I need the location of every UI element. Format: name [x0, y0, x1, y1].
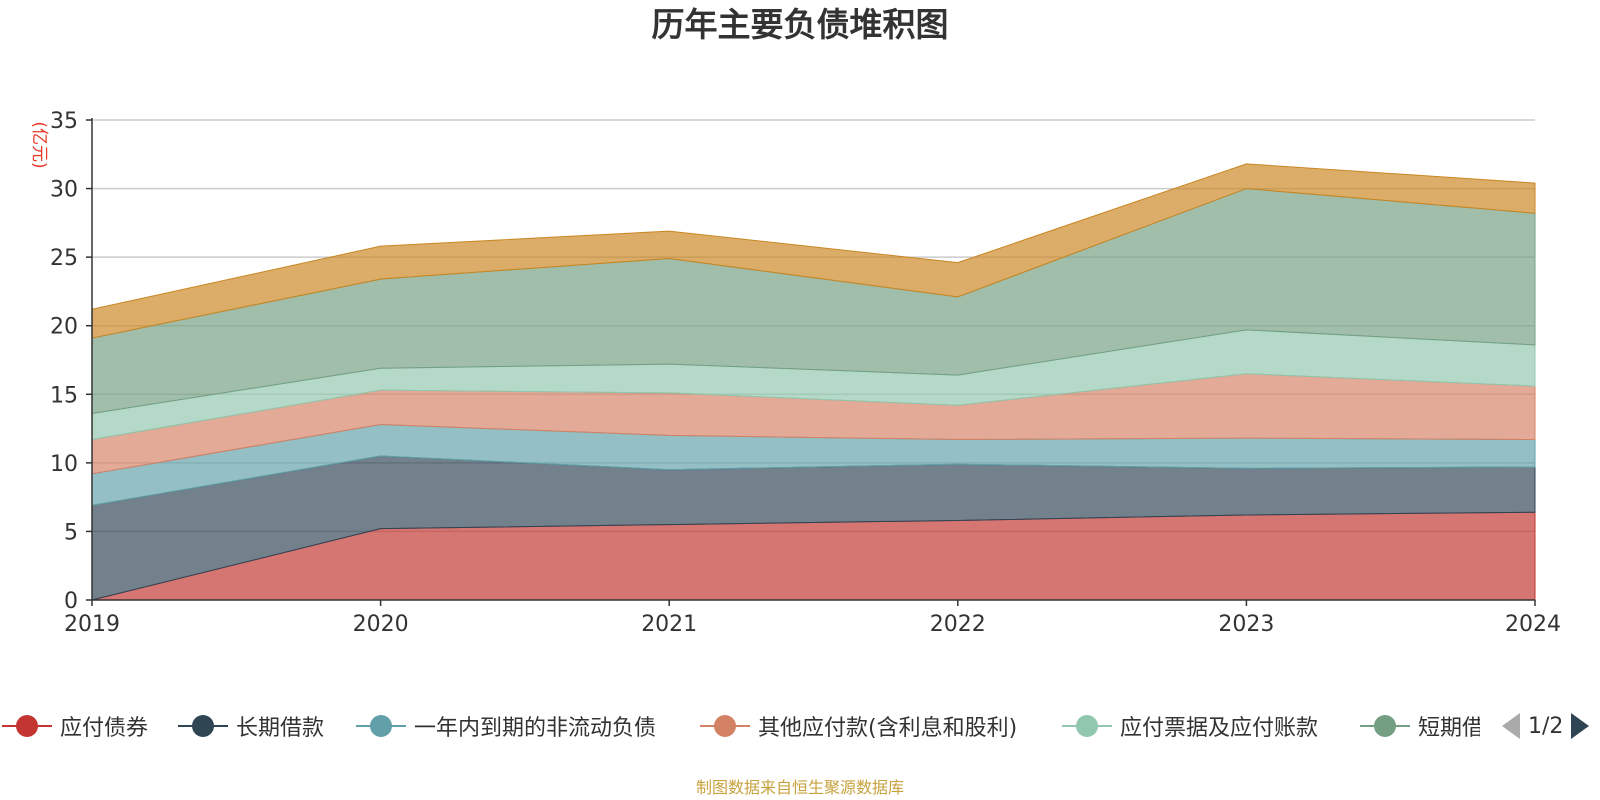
x-tick-label: 2024: [1505, 612, 1561, 637]
area-series-group: [91, 163, 1536, 601]
legend-item[interactable]: 其他应付款(含利息和股利): [700, 708, 1017, 744]
y-axis-label: (亿元): [29, 121, 49, 168]
stacked-area-chart: 0 5 10 15 20 25 30 35 2019 2020 2021 2022 2023 2024 (…: [29, 109, 1561, 637]
x-tick-label: 2021: [641, 612, 697, 637]
triangle-left-icon[interactable]: [1500, 711, 1522, 741]
x-tick-label: 2023: [1218, 612, 1274, 637]
legend-label: 短期借款: [1418, 716, 1480, 741]
chart-title: 历年主要负债堆积图: [651, 5, 949, 44]
legend-items: 应付债券 长期借款 一年内到期的非流动负债 其他应付款(含利息和股利) 应付票据及应付账…: [0, 708, 1480, 744]
legend-marker-icon: [1360, 715, 1410, 737]
legend-item[interactable]: 短期借款: [1360, 708, 1480, 744]
legend-item[interactable]: 长期借款: [178, 708, 324, 744]
source-note: 制图数据来自恒生聚源数据库: [695, 778, 904, 797]
area-series-6: [91, 163, 1536, 339]
legend-marker-icon: [2, 715, 52, 737]
legend: 应付债券 长期借款 一年内到期的非流动负债 其他应付款(含利息和股利) 应付票据及应付账…: [0, 708, 1600, 744]
y-tick-label: 0: [64, 589, 78, 614]
x-tick-label: 2020: [353, 612, 409, 637]
legend-item[interactable]: 一年内到期的非流动负债: [356, 708, 656, 744]
legend-label: 应付票据及应付账款: [1120, 716, 1319, 741]
y-tick-label: 35: [50, 109, 78, 134]
legend-marker-icon: [178, 715, 228, 737]
legend-marker-icon: [700, 715, 750, 737]
legend-label: 长期借款: [236, 716, 325, 741]
y-tick-label: 30: [50, 178, 78, 203]
legend-label: 其他应付款(含利息和股利): [758, 716, 1018, 741]
legend-item[interactable]: 应付票据及应付账款: [1062, 708, 1318, 744]
y-tick-label: 20: [50, 315, 78, 340]
legend-item[interactable]: 应付债券: [2, 708, 148, 744]
triangle-right-icon[interactable]: [1569, 711, 1591, 741]
legend-marker-icon: [1062, 715, 1112, 737]
legend-marker-icon: [356, 715, 406, 737]
y-tick-label: 15: [50, 383, 78, 408]
legend-label: 应付债券: [60, 716, 149, 741]
legend-pager: 1/2: [1500, 708, 1591, 744]
axes: 0 5 10 15 20 25 30 35 2019 2020 2021 2022 2023 2024: [50, 109, 1561, 637]
y-tick-label: 25: [50, 246, 78, 271]
y-tick-label: 5: [64, 520, 78, 545]
legend-page-indicator: 1/2: [1528, 713, 1564, 739]
legend-label: 一年内到期的非流动负债: [414, 716, 657, 741]
y-tick-label: 10: [50, 452, 78, 477]
x-tick-label: 2022: [930, 612, 986, 637]
x-tick-label: 2019: [64, 612, 120, 637]
